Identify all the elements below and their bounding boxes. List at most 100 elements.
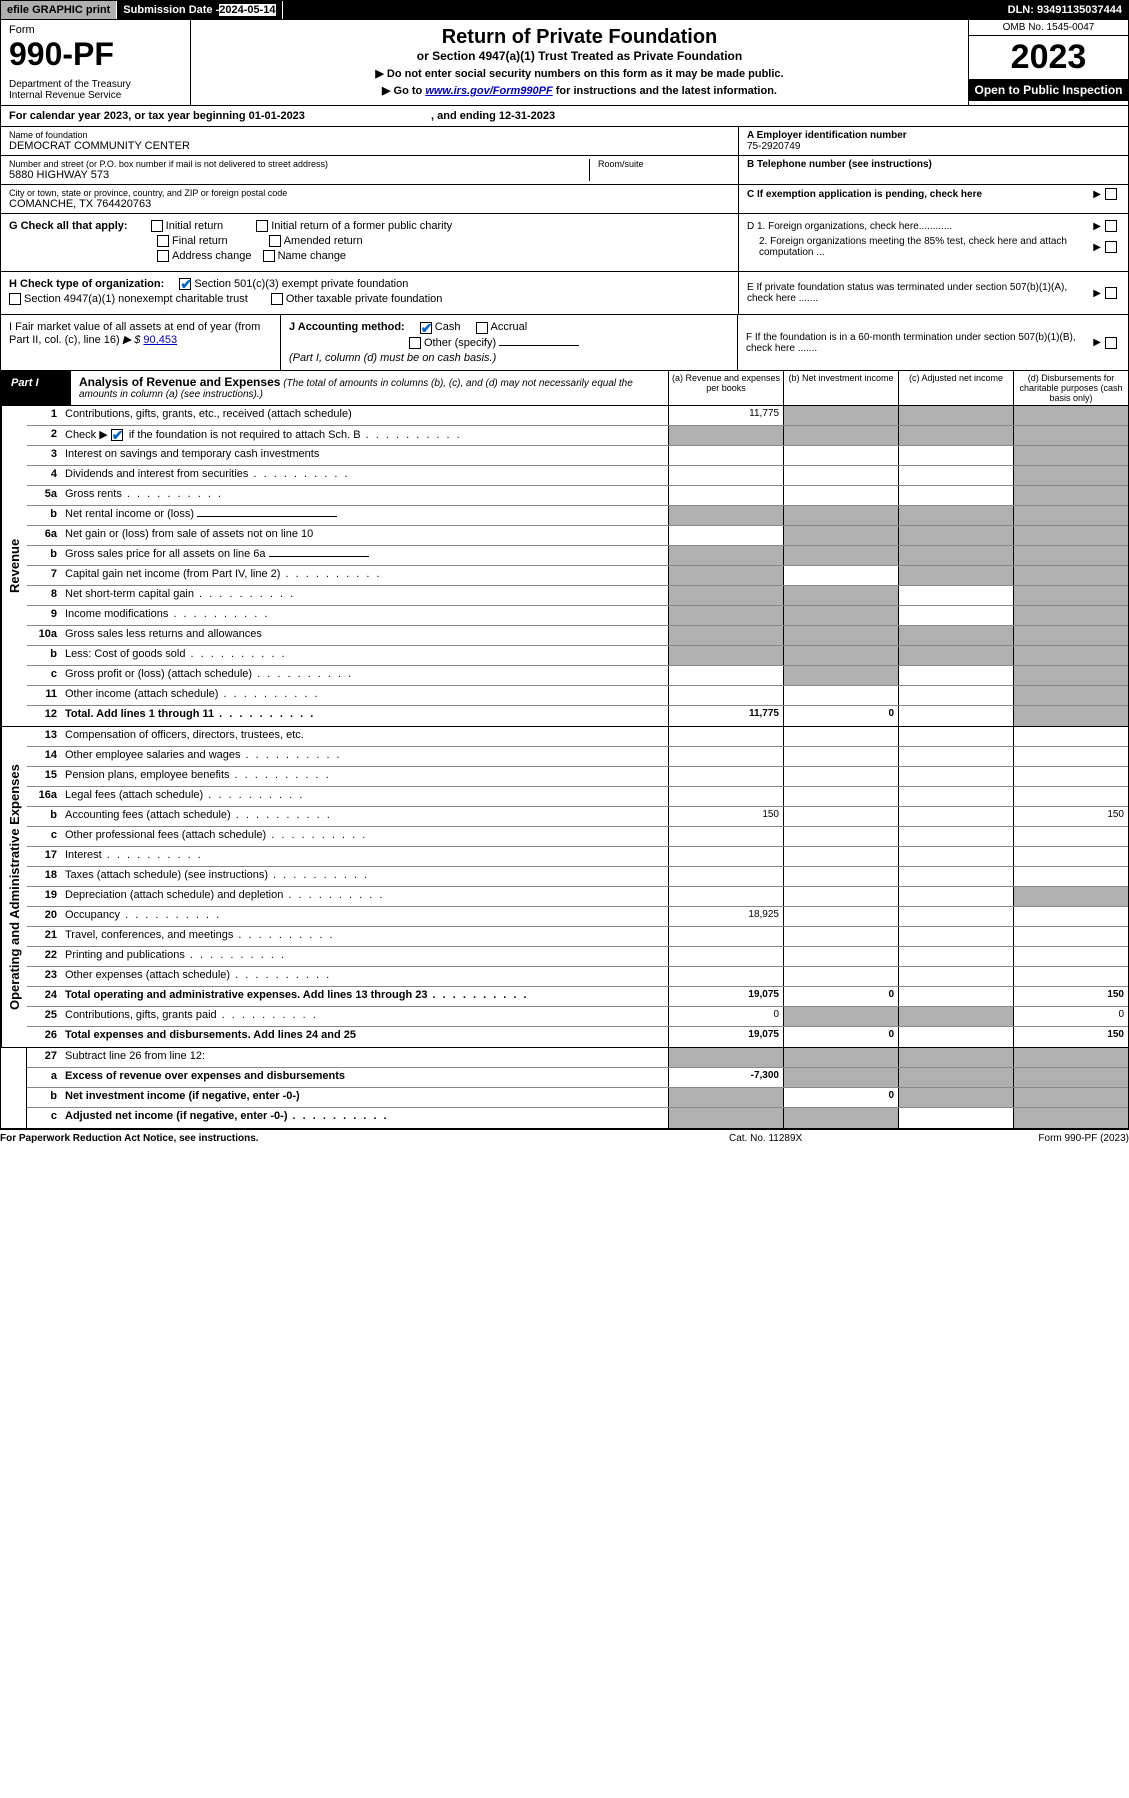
line12-a: 11,775 xyxy=(668,706,783,726)
line20-desc: Occupancy xyxy=(65,909,120,921)
line10b-desc: Less: Cost of goods sold xyxy=(65,648,185,660)
phone-label: B Telephone number (see instructions) xyxy=(747,159,1120,170)
other-taxable-label: Other taxable private foundation xyxy=(286,293,443,305)
arrow-icon: ▶ xyxy=(1093,189,1101,200)
line13-desc: Compensation of officers, directors, tru… xyxy=(61,727,668,746)
line25-d: 0 xyxy=(1013,1007,1128,1026)
footer-left: For Paperwork Reduction Act Notice, see … xyxy=(0,1133,729,1144)
other-method-checkbox[interactable] xyxy=(409,337,421,349)
subtract-section: 27Subtract line 26 from line 12: aExcess… xyxy=(0,1048,1129,1129)
exemption-label: C If exemption application is pending, c… xyxy=(747,189,1089,200)
efile-label: efile GRAPHIC print xyxy=(1,1,117,19)
addr-label: Number and street (or P.O. box number if… xyxy=(9,159,581,169)
name-change-checkbox[interactable] xyxy=(263,250,275,262)
part1-label: Part I xyxy=(1,371,71,405)
line19-desc: Depreciation (attach schedule) and deple… xyxy=(65,889,283,901)
e-checkbox[interactable] xyxy=(1105,287,1117,299)
submission-label: Submission Date - xyxy=(123,4,219,16)
f-checkbox[interactable] xyxy=(1105,337,1117,349)
revenue-section: Revenue 1Contributions, gifts, grants, e… xyxy=(0,406,1129,727)
4947-checkbox[interactable] xyxy=(9,293,21,305)
line27a-desc: Excess of revenue over expenses and disb… xyxy=(61,1068,668,1087)
omb-number: OMB No. 1545-0047 xyxy=(969,20,1128,36)
col-b-header: (b) Net investment income xyxy=(783,371,898,405)
line5a-desc: Gross rents xyxy=(65,488,122,500)
note-goto: ▶ Go to xyxy=(382,85,425,97)
line17-desc: Interest xyxy=(65,849,102,861)
line27c-desc: Adjusted net income (if negative, enter … xyxy=(65,1110,287,1122)
open-inspection: Open to Public Inspection xyxy=(969,79,1128,101)
city-state-zip: COMANCHE, TX 764420763 xyxy=(9,198,730,210)
initial-return-checkbox[interactable] xyxy=(151,220,163,232)
line24-d: 150 xyxy=(1013,987,1128,1006)
ein-value: 75-2920749 xyxy=(747,141,1120,152)
note-ssn: ▶ Do not enter social security numbers o… xyxy=(197,67,962,80)
e-label: E If private foundation status was termi… xyxy=(747,282,1089,304)
line26-d: 150 xyxy=(1013,1027,1128,1047)
amended-return-checkbox[interactable] xyxy=(269,235,281,247)
address-change-label: Address change xyxy=(172,250,252,262)
line26-b: 0 xyxy=(783,1027,898,1047)
line23-desc: Other expenses (attach schedule) xyxy=(65,969,230,981)
line24-b: 0 xyxy=(783,987,898,1006)
line25-desc: Contributions, gifts, grants paid xyxy=(65,1009,217,1021)
name-label: Name of foundation xyxy=(9,130,730,140)
line24-a: 19,075 xyxy=(668,987,783,1006)
other-method-label: Other (specify) xyxy=(424,337,496,349)
line21-desc: Travel, conferences, and meetings xyxy=(65,929,233,941)
d1-label: D 1. Foreign organizations, check here..… xyxy=(747,221,1089,232)
calendar-year-row: For calendar year 2023, or tax year begi… xyxy=(0,106,1129,127)
initial-former-label: Initial return of a former public charit… xyxy=(271,220,452,232)
line3-desc: Interest on savings and temporary cash i… xyxy=(61,446,668,465)
schb-checkbox[interactable] xyxy=(111,429,123,441)
line27b-b: 0 xyxy=(783,1088,898,1107)
d2-checkbox[interactable] xyxy=(1105,241,1117,253)
line26-a: 19,075 xyxy=(668,1027,783,1047)
address-change-checkbox[interactable] xyxy=(157,250,169,262)
line15-desc: Pension plans, employee benefits xyxy=(65,769,230,781)
line26-desc: Total expenses and disbursements. Add li… xyxy=(61,1027,668,1047)
initial-return-label: Initial return xyxy=(166,220,223,232)
501c3-checkbox[interactable] xyxy=(179,278,191,290)
line16c-desc: Other professional fees (attach schedule… xyxy=(65,829,266,841)
line12-desc: Total. Add lines 1 through 11 xyxy=(65,708,214,720)
accrual-label: Accrual xyxy=(491,321,528,333)
part1-header: Part I Analysis of Revenue and Expenses … xyxy=(0,371,1129,406)
name-change-label: Name change xyxy=(278,250,347,262)
tax-year: 2023 xyxy=(969,36,1128,79)
j-label: J Accounting method: xyxy=(289,321,405,333)
line1-a: 11,775 xyxy=(668,406,783,425)
note-goto-suffix: for instructions and the latest informat… xyxy=(556,85,777,97)
line25-a: 0 xyxy=(668,1007,783,1026)
initial-former-checkbox[interactable] xyxy=(256,220,268,232)
line24-desc: Total operating and administrative expen… xyxy=(65,989,427,1001)
submission-date: 2024-05-14 xyxy=(219,4,275,16)
line16b-desc: Accounting fees (attach schedule) xyxy=(65,809,231,821)
form-link[interactable]: www.irs.gov/Form990PF xyxy=(425,85,552,97)
exemption-checkbox[interactable] xyxy=(1105,188,1117,200)
cash-checkbox[interactable] xyxy=(420,322,432,334)
fmv-amount: 90,453 xyxy=(143,334,177,346)
line1-desc: Contributions, gifts, grants, etc., rece… xyxy=(61,406,668,425)
final-return-checkbox[interactable] xyxy=(157,235,169,247)
room-label: Room/suite xyxy=(598,159,730,169)
line11-desc: Other income (attach schedule) xyxy=(65,688,218,700)
footer-cat: Cat. No. 11289X xyxy=(729,1133,929,1144)
line16b-a: 150 xyxy=(668,807,783,826)
line10c-desc: Gross profit or (loss) (attach schedule) xyxy=(65,668,252,680)
d1-checkbox[interactable] xyxy=(1105,220,1117,232)
other-taxable-checkbox[interactable] xyxy=(271,293,283,305)
expenses-section: Operating and Administrative Expenses 13… xyxy=(0,727,1129,1048)
final-return-label: Final return xyxy=(172,235,228,247)
info-row: Name of foundation DEMOCRAT COMMUNITY CE… xyxy=(0,127,1129,214)
form-number: 990-PF xyxy=(9,36,182,73)
accrual-checkbox[interactable] xyxy=(476,322,488,334)
line18-desc: Taxes (attach schedule) (see instruction… xyxy=(65,869,268,881)
expenses-sidelabel: Operating and Administrative Expenses xyxy=(1,727,27,1047)
line27b-desc: Net investment income (if negative, ente… xyxy=(61,1088,668,1107)
line10a-desc: Gross sales less returns and allowances xyxy=(65,628,262,640)
line6b-desc: Gross sales price for all assets on line… xyxy=(65,548,266,560)
g-label: G Check all that apply: xyxy=(9,220,128,232)
line27a-a: -7,300 xyxy=(668,1068,783,1087)
line20-a: 18,925 xyxy=(668,907,783,926)
